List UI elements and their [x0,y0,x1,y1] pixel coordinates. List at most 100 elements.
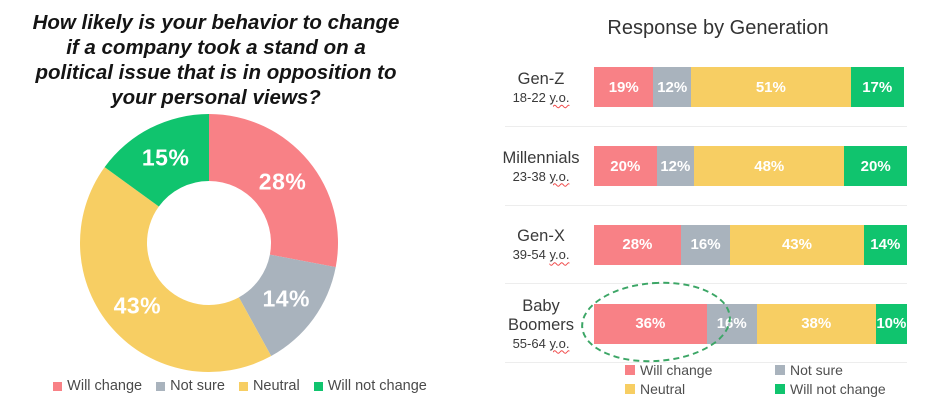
bar-segment-neutral: 51% [691,67,851,108]
legend-marker [156,381,166,391]
legend-label: Neutral [252,378,300,394]
generation-panel: Response by Generation Gen-Z 18-22 y.o. 19… [470,0,936,406]
legend-label: Will not change [327,378,427,394]
row-divider [505,125,907,127]
bar-segment-value: 43% [781,236,812,254]
age-unit: y.o. [549,168,570,184]
legend-marker [775,365,785,375]
donut-slice-will-change [209,114,338,268]
bar-segment-value: 20% [610,157,641,175]
donut-value-label: 14% [262,285,311,312]
age-range: 55-64 [512,335,550,351]
donut-legend: Will change Not sure Neutral Will not chang… [0,378,480,395]
bar-segment-value: 51% [755,78,786,96]
legend-label: Will change [67,378,143,394]
legend-marker [625,384,635,394]
legend-marker [775,384,785,394]
bar-segment-will-change: 20% [594,146,657,187]
question-title-line: political issue that is in opposition to [35,61,397,84]
question-title-line: your personal views? [111,86,321,109]
donut-slice-not-sure [238,254,336,357]
generation-row-gen-x: Gen-X 39-54 y.o. 28% 16% 43% 14% [470,206,936,285]
bar-segment-will-not-change: 10% [875,303,907,344]
legend-marker [625,365,635,375]
bar-segment-not-sure: 16% [680,224,731,265]
age-unit: y.o. [549,247,570,263]
generation-row-gen-z: Gen-Z 18-22 y.o. 19% 12% 51% 17% [470,48,936,127]
generation-title: Response by Generation [607,17,829,39]
age-range: 39-54 [512,247,550,263]
legend-marker [313,381,323,391]
bar-segment-will-not-change: 14% [863,224,908,265]
legend-label: Will change [640,362,713,378]
age-range: 23-38 [512,168,550,184]
legend-label: Not sure [790,362,843,378]
donut-slice-will-not-change [104,114,209,207]
generation-row-baby-boomers: Baby Boomers 55-64 y.o. 36% 16% 38% 10% [470,276,936,367]
bar-segment-not-sure: 12% [653,67,692,108]
generation-name: Baby Boomers [507,296,575,334]
age-unit: y.o. [549,335,570,351]
bar-segment-value: 12% [657,78,688,96]
generation-name: Millennials [502,148,580,167]
bar-segment-value: 16% [716,315,747,333]
stacked-bar: 36% 16% 38% 10% [578,276,907,367]
bar-segment-value: 20% [860,157,891,175]
row-divider [505,362,907,363]
stacked-bar: 28% 16% 43% 14% [594,224,908,265]
legend-item-neutral: Neutral [238,378,300,394]
donut-value-labels: 28% 14% 43% 15% [80,114,338,372]
question-title-line: if a company took a stand on a [66,36,366,59]
bar-segment-will-not-change: 20% [844,146,907,187]
bar-segment-value: 38% [801,315,832,333]
bar-segment-will-change: 28% [594,224,681,265]
annotation-ellipse [578,276,734,367]
donut-value-label: 28% [258,168,307,195]
generation-age: 39-54 y.o. [488,247,594,262]
question-title-line: How likely is your behavior to change [32,11,400,34]
legend-label: Not sure [170,378,225,394]
bar-segment-neutral: 48% [694,146,845,187]
bar-segment-not-sure: 12% [656,146,695,187]
bar-segment-will-change: 36% [594,303,707,344]
bar-segment-value: 10% [876,315,907,333]
age-range: 18-22 [512,89,550,105]
bar-segment-value: 36% [635,315,666,333]
bar-segment-will-not-change: 17% [850,67,904,108]
donut-chart-area: 28% 14% 43% 15% [80,114,338,372]
generation-label: Gen-X 39-54 y.o. [470,227,594,262]
legend-marker [238,381,248,391]
donut-value-label: 43% [113,292,162,319]
generation-age: 23-38 y.o. [488,169,594,184]
row-divider [505,204,907,206]
generation-name: Gen-Z [517,69,565,88]
legend-item-will-change: Will change [53,378,142,394]
stacked-bar: 20% 12% 48% 20% [594,146,907,187]
donut-chart [80,114,338,372]
generation-age: 55-64 y.o. [488,336,594,351]
donut-slice-neutral [80,167,272,372]
legend-item-not-sure: Not sure [775,362,886,378]
legend-label: Neutral [640,381,686,397]
donut-value-label: 15% [141,144,190,171]
stacked-bar: 19% 12% 51% 17% [594,67,907,108]
generation-name: Gen-X [517,227,565,246]
bar-segment-value: 12% [660,157,691,175]
legend-item-will-not-change: Will not change [313,378,427,394]
row-divider [505,283,907,285]
bar-segment-not-sure: 16% [706,303,757,344]
bar-segment-neutral: 38% [756,303,876,344]
legend-label: Will not change [790,381,886,397]
generation-label: Millennials 23-38 y.o. [470,149,594,184]
age-unit: y.o. [549,89,570,105]
legend-item-not-sure: Not sure [156,378,225,394]
generation-label: Baby Boomers 55-64 y.o. [470,297,594,351]
legend-marker [53,381,63,391]
legend-item-neutral: Neutral [625,381,775,397]
legend-item-will-change: Will change [625,362,775,378]
bar-legend: Will change Not sure Neutral Will not chang… [625,362,886,397]
donut-panel: How likely is your behavior to change if… [32,11,427,394]
bar-segment-value: 28% [622,236,653,254]
bar-segment-value: 19% [608,78,639,96]
